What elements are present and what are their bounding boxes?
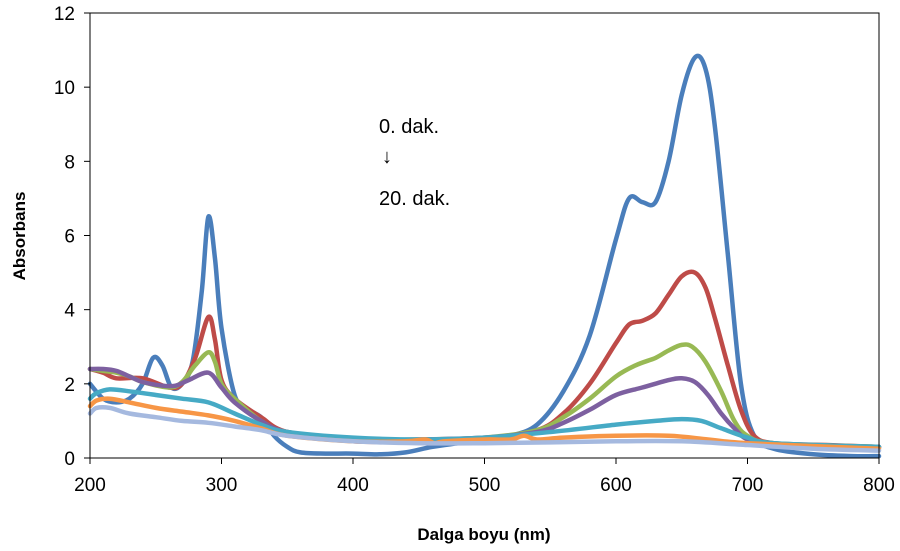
plot-series-group bbox=[87, 53, 882, 459]
x-axis-ticks: 200 300 400 500 600 700 800 bbox=[74, 458, 895, 496]
y-tick-label: 10 bbox=[54, 78, 75, 99]
x-tick-label: 600 bbox=[600, 475, 632, 496]
series-line-7 bbox=[87, 404, 882, 453]
annotation-arrow: ↓ bbox=[382, 146, 392, 168]
y-tick-label: 8 bbox=[64, 152, 75, 173]
x-tick-label: 300 bbox=[206, 475, 238, 496]
x-tick-label: 200 bbox=[74, 475, 106, 496]
annotation-start-time: 0. dak. bbox=[379, 116, 439, 138]
x-tick-label: 800 bbox=[863, 475, 895, 496]
y-tick-label: 4 bbox=[64, 301, 75, 322]
x-tick-label: 500 bbox=[469, 475, 501, 496]
series-line-6 bbox=[87, 396, 882, 451]
x-tick-label: 700 bbox=[732, 475, 764, 496]
y-tick-label: 2 bbox=[64, 375, 75, 396]
annotation-end-time: 20. dak. bbox=[379, 188, 450, 210]
y-tick-label: 0 bbox=[64, 449, 75, 470]
x-axis-title: Dalga boyu (nm) bbox=[417, 525, 550, 544]
x-tick-label: 400 bbox=[337, 475, 369, 496]
y-tick-label: 12 bbox=[54, 4, 75, 25]
y-axis-ticks: 0 2 4 6 8 10 12 bbox=[54, 4, 90, 470]
y-axis-title: Absorbans bbox=[10, 192, 29, 281]
y-tick-label: 6 bbox=[64, 227, 75, 248]
